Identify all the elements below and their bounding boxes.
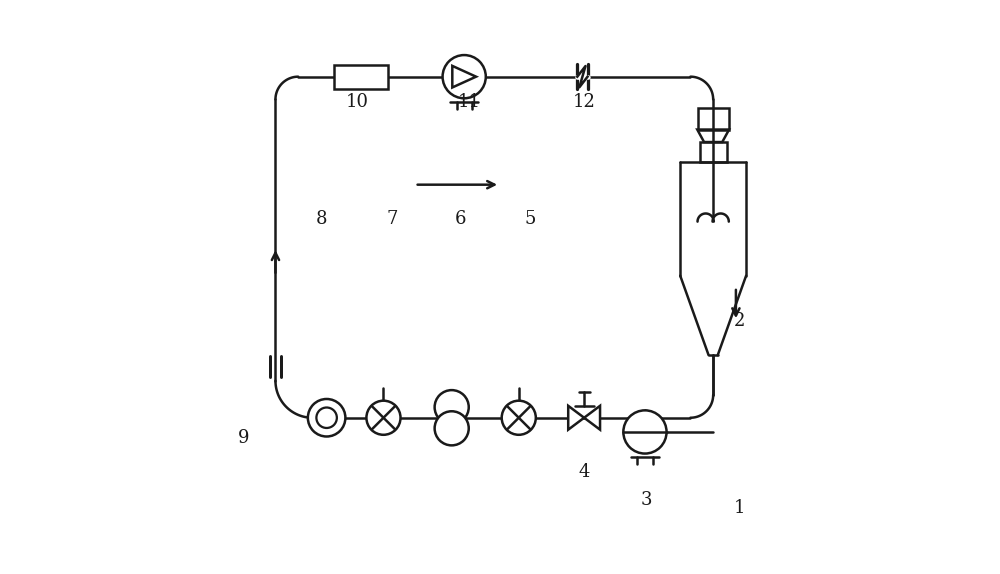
Text: 7: 7 — [386, 210, 398, 228]
Text: 6: 6 — [455, 210, 466, 228]
Text: 1: 1 — [734, 499, 746, 517]
Text: 10: 10 — [345, 93, 368, 111]
Bar — [334, 65, 388, 88]
Circle shape — [502, 401, 536, 435]
Text: 11: 11 — [457, 93, 480, 111]
Circle shape — [435, 390, 469, 424]
Text: 12: 12 — [573, 93, 596, 111]
Text: 4: 4 — [578, 463, 590, 481]
Bar — [698, 108, 729, 130]
Circle shape — [443, 55, 486, 98]
Bar — [700, 142, 727, 162]
Circle shape — [435, 411, 469, 445]
Text: 3: 3 — [641, 491, 652, 509]
Circle shape — [366, 401, 401, 435]
Polygon shape — [568, 406, 584, 430]
Polygon shape — [584, 406, 600, 430]
Text: 8: 8 — [315, 210, 327, 228]
Circle shape — [623, 410, 667, 453]
Text: 9: 9 — [237, 429, 249, 447]
Circle shape — [308, 399, 345, 436]
Text: 5: 5 — [524, 210, 536, 228]
Text: 2: 2 — [734, 312, 746, 330]
